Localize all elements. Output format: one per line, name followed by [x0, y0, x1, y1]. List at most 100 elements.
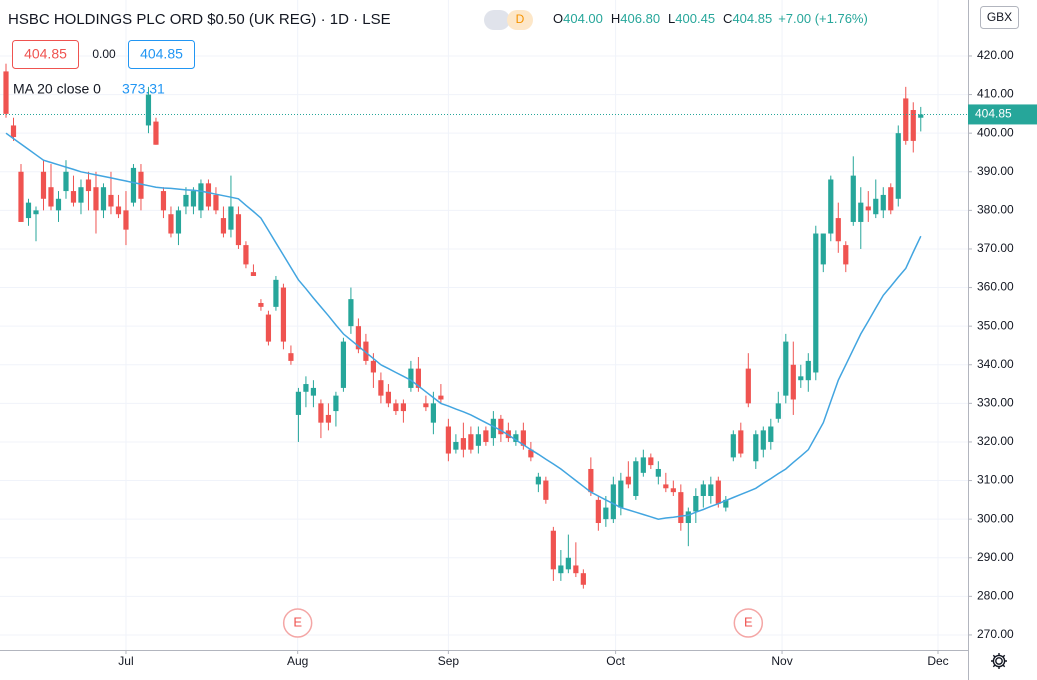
candle-body: [483, 430, 489, 442]
candle-body: [415, 368, 421, 388]
candle-body: [678, 492, 684, 524]
buy-box[interactable]: [128, 40, 195, 69]
candle-body: [243, 245, 249, 265]
candle-body: [670, 488, 676, 493]
candle-body: [123, 210, 129, 230]
candle-body: [820, 233, 826, 265]
candle-body: [693, 495, 699, 512]
candle-body: [235, 214, 242, 246]
candle-body: [805, 360, 811, 381]
candle-body: [228, 206, 234, 230]
candle-body: [573, 565, 579, 574]
candle-body: [580, 573, 586, 585]
candle-body: [490, 418, 496, 439]
candle-body: [205, 183, 212, 207]
candle-body: [783, 341, 789, 396]
candle-body: [775, 403, 781, 419]
candle-body: [190, 191, 197, 207]
candle-body: [25, 202, 32, 219]
last-price-label: 404.85: [975, 107, 1012, 121]
candle-body: [685, 511, 691, 524]
candle-body: [265, 314, 272, 342]
candle-body: [423, 403, 429, 408]
axes: 270.00 280.00 290.00 300.00 310.00 320.00 330.…: [118, 48, 1037, 668]
ohlc-value: 406.80: [620, 11, 660, 26]
candle-body: [708, 484, 714, 496]
candle-body: [760, 430, 766, 450]
candle-body: [115, 206, 122, 215]
candle-body: [183, 194, 189, 207]
candle-body: [873, 198, 879, 215]
gear-hub: [995, 657, 1003, 665]
y-tick-label: 300.00: [977, 511, 1014, 525]
ma-line: [5, 132, 922, 520]
earnings-marker: [733, 608, 764, 638]
candle-body: [730, 434, 736, 458]
candle-body: [768, 426, 774, 442]
indicator-name[interactable]: MA 20 close 0: [13, 81, 101, 97]
candle-body: [513, 434, 519, 442]
candle-body: [655, 468, 661, 477]
settings-icon[interactable]: [991, 653, 1007, 669]
candle-body: [858, 202, 864, 222]
candle-body: [528, 449, 534, 458]
buy-price: 404.85: [140, 46, 183, 62]
candle-body: [175, 210, 182, 234]
candle-body: [798, 376, 804, 381]
candle-body: [363, 341, 369, 361]
candle-body: [535, 476, 541, 485]
candle-body: [715, 480, 721, 504]
candle-body: [85, 179, 92, 192]
currency: GBX: [987, 10, 1012, 24]
earnings-marker: [282, 608, 313, 638]
gear-ring: [992, 654, 1006, 668]
ohlc-value: 404.85: [732, 11, 772, 26]
candle-body: [543, 480, 549, 500]
candle-body: [640, 457, 646, 473]
x-tick-label: Oct: [606, 654, 625, 668]
sell-price: 404.85: [24, 46, 67, 62]
sell-box[interactable]: [12, 40, 79, 69]
candle-body: [400, 403, 406, 412]
candle-body: [303, 384, 309, 392]
currency-box[interactable]: [980, 6, 1019, 29]
candle-body: [880, 194, 886, 211]
y-tick-label: 310.00: [977, 473, 1014, 487]
y-tick-label: 350.00: [977, 318, 1014, 332]
candle-body: [843, 245, 849, 265]
ohlc-key: O: [553, 11, 563, 26]
candle-body: [138, 171, 144, 199]
candle-body: [273, 279, 279, 307]
candle-body: [723, 499, 729, 508]
x-tick-label: Sep: [438, 654, 460, 668]
candle-body: [250, 272, 257, 276]
indicator-value: 373.31: [122, 81, 165, 97]
candle-body: [318, 403, 324, 423]
symbol-title: HSBC HOLDINGS PLC ORD $0.50 (UK REG) · 1…: [8, 11, 391, 28]
candle-body: [333, 395, 339, 412]
candle-body: [40, 171, 47, 199]
candle-body: [70, 191, 77, 203]
y-tick-label: 290.00: [977, 550, 1014, 564]
candle-body: [550, 530, 556, 570]
x-tick-label: Aug: [287, 654, 308, 668]
candle-body: [288, 353, 294, 361]
candle-body: [625, 476, 631, 485]
candle-body: [475, 434, 481, 446]
candle-body: [745, 368, 751, 404]
candle-body: [100, 187, 107, 211]
candle-body: [198, 183, 204, 211]
candle-body: [753, 434, 759, 462]
delay-badge[interactable]: [507, 10, 533, 30]
candle-body: [258, 302, 264, 307]
candle-body: [903, 98, 909, 141]
candle-body: [828, 179, 834, 234]
y-tick-label: 340.00: [977, 357, 1014, 371]
candle-body: [813, 233, 819, 373]
candle-body: [370, 360, 377, 373]
y-tick-label: 320.00: [977, 434, 1014, 448]
candle-body: [438, 395, 444, 400]
grid: [0, 0, 968, 650]
ohlc-key: C: [723, 11, 732, 26]
candle-body: [355, 326, 362, 350]
